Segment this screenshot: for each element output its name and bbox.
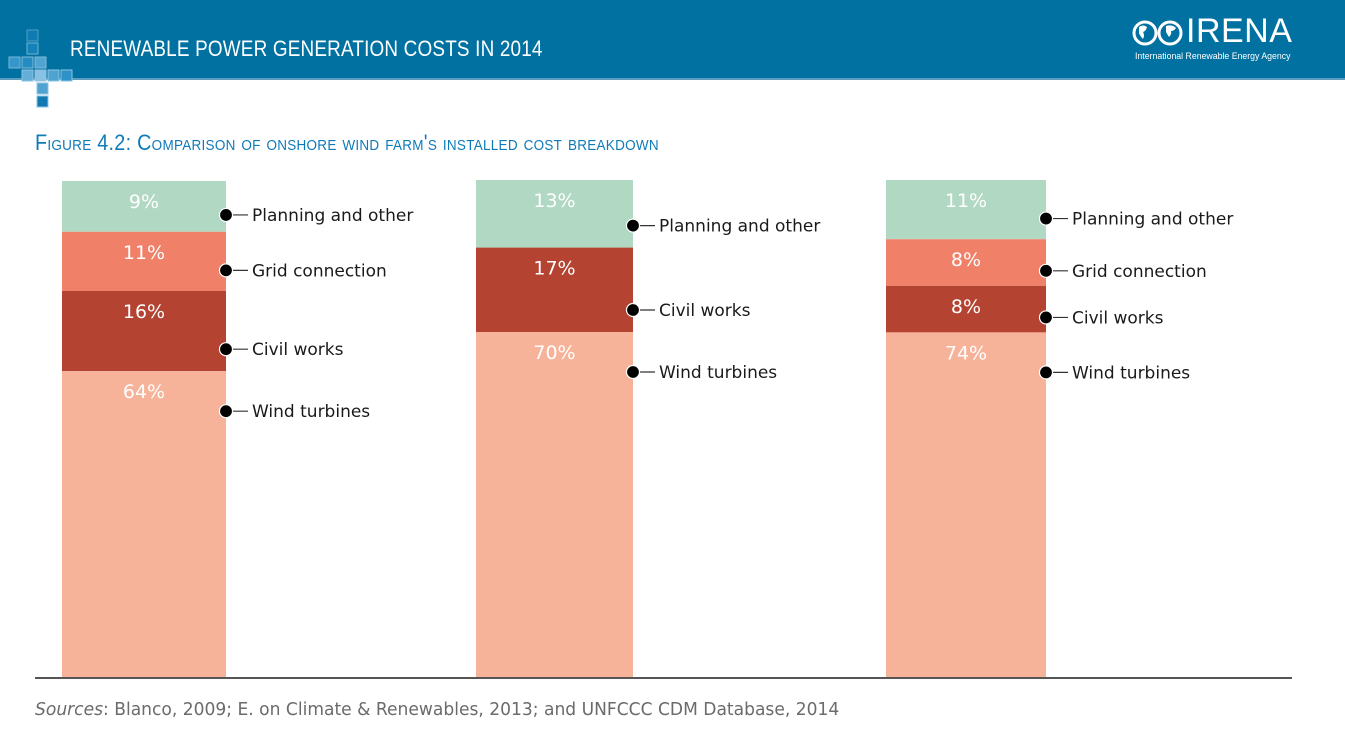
- figure-title: Figure 4.2: Comparison of onshore wind f…: [35, 130, 659, 155]
- bar-segment-planning-and-other: [62, 181, 226, 232]
- segment-value-label: 11%: [945, 190, 987, 212]
- segment-value-label: 17%: [533, 258, 575, 280]
- category-label-wind-turbines: Wind turbines: [252, 402, 370, 422]
- segment-value-label: 13%: [533, 190, 575, 212]
- category-label-wind-turbines: Wind turbines: [659, 363, 777, 383]
- category-label-civil-works: Civil works: [1072, 308, 1164, 328]
- callout-dot-icon: [1038, 211, 1054, 226]
- bar-segment-planning-and-other: [476, 180, 633, 248]
- segment-value-label: 8%: [951, 249, 981, 271]
- report-title: RENEWABLE POWER GENERATION COSTS IN 2014: [70, 36, 543, 61]
- callout-dot-icon: [625, 302, 641, 318]
- callout-dot-icon: [1038, 365, 1054, 380]
- category-label-planning-and-other: Planning and other: [1072, 210, 1233, 230]
- bar-segment-wind-turbines: [62, 371, 226, 677]
- callout-dot-icon: [625, 364, 641, 380]
- segment-value-label: 16%: [123, 301, 165, 323]
- bar-segment-wind-turbines: [476, 332, 633, 677]
- page-header: [0, 0, 1345, 80]
- callout-dot-icon: [1038, 263, 1054, 278]
- callout-dot-icon: [218, 263, 234, 278]
- bar-segment-civil-works: [62, 291, 226, 372]
- category-label-grid-connection: Grid connection: [1072, 262, 1207, 282]
- bar-segment-wind-turbines: [886, 332, 1046, 677]
- category-label-wind-turbines: Wind turbines: [1072, 363, 1190, 383]
- callout-dot-icon: [218, 342, 234, 357]
- stacked-bar-chart: 9% Planning and other 11% Grid connection 16…: [35, 180, 1292, 679]
- irena-logo-subtitle: International Renewable Energy Agency: [1135, 51, 1291, 62]
- category-label-civil-works: Civil works: [252, 340, 344, 360]
- bar-segment-grid-connection: [62, 231, 226, 291]
- category-label-planning-and-other: Planning and other: [252, 206, 413, 226]
- source-text: : Blanco, 2009; E. on Climate & Renewabl…: [103, 699, 840, 720]
- bar-segment-planning-and-other: [886, 180, 1046, 240]
- callout-dot-icon: [625, 218, 641, 233]
- source-prefix: Sources: [35, 699, 104, 720]
- squares-cross-icon: [8, 29, 73, 108]
- category-label-grid-connection: Grid connection: [252, 261, 387, 281]
- callout-dot-icon: [218, 404, 234, 419]
- globe-infinity-icon: [1132, 20, 1183, 46]
- category-label-civil-works: Civil works: [659, 301, 751, 321]
- segment-value-label: 64%: [123, 381, 165, 403]
- segment-value-label: 9%: [129, 191, 159, 213]
- callout-dot-icon: [218, 207, 234, 223]
- segment-value-label: 70%: [533, 342, 575, 364]
- source-note: Sources: Blanco, 2009; E. on Climate & R…: [35, 699, 839, 720]
- callout-dot-icon: [1038, 310, 1054, 325]
- segment-value-label: 74%: [945, 342, 987, 364]
- segment-value-label: 11%: [123, 242, 165, 264]
- bar-segment-civil-works: [476, 247, 633, 332]
- segment-value-label: 8%: [951, 296, 981, 318]
- bar-segment-civil-works: [886, 285, 1046, 333]
- category-label-planning-and-other: Planning and other: [659, 217, 820, 237]
- bar-segment-grid-connection: [886, 239, 1046, 286]
- irena-logo-text: IRENA: [1186, 12, 1293, 50]
